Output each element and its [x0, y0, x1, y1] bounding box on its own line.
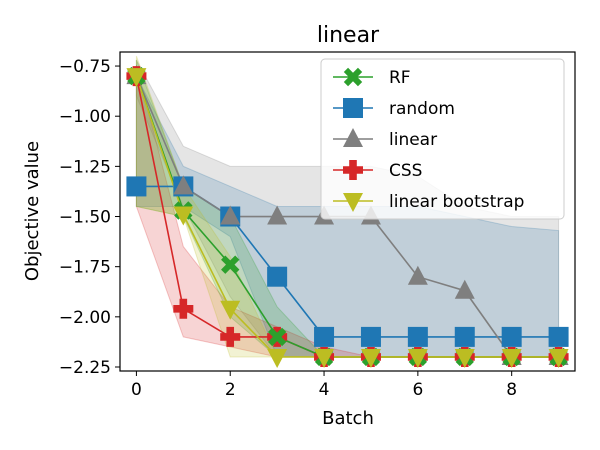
point-random: [454, 326, 475, 347]
point-linear: [173, 175, 194, 195]
legend-label-random: random: [389, 99, 455, 119]
plot-frame: [119, 51, 576, 372]
legend-marker-random: [343, 98, 363, 118]
legend-marker-linear: [343, 128, 363, 147]
point-linear: [407, 265, 428, 285]
x-axis-label: Batch: [322, 408, 374, 429]
y-tick-label: −0.75: [59, 57, 111, 77]
point-linear-bootstrap: [407, 348, 428, 368]
point-random: [407, 326, 428, 347]
point-linear-bootstrap: [360, 348, 381, 368]
legend-marker-rf: [343, 67, 363, 87]
x-tick-label: 4: [319, 380, 330, 400]
y-axis-ticks: −0.75 −1.00 −1.25 −1.50 −1.75 −2.00 −2.25: [59, 57, 120, 378]
x-tick-label: 6: [412, 380, 423, 400]
legend-marker-css: [343, 160, 363, 180]
point-random: [267, 266, 288, 287]
x-tick-label: 0: [131, 380, 142, 400]
y-tick-label: −2.00: [59, 308, 111, 328]
legend-box: [320, 58, 565, 220]
legend-label-linear-bootstrap: linear bootstrap: [389, 192, 524, 212]
y-tick-label: −1.25: [59, 157, 111, 177]
point-random: [501, 326, 522, 347]
y-axis-label: Objective value: [22, 141, 43, 281]
y-tick-label: −1.75: [59, 258, 111, 278]
point-linear-bootstrap: [454, 348, 475, 368]
point-linear-bootstrap: [267, 348, 288, 368]
legend-marker-linear-bootstrap: [343, 193, 363, 212]
legend-label-linear: linear: [389, 130, 437, 150]
point-linear-bootstrap: [126, 68, 147, 88]
point-random: [548, 326, 569, 347]
point-random: [314, 326, 335, 347]
point-linear-bootstrap: [548, 348, 569, 368]
x-tick-label: 2: [225, 380, 236, 400]
legend-label-rf: RF: [389, 68, 411, 88]
point-linear-bootstrap: [220, 300, 241, 320]
point-rf: [221, 255, 240, 274]
chart-title: linear: [317, 23, 380, 48]
y-tick-label: −1.00: [59, 107, 111, 127]
x-tick-label: 8: [506, 380, 517, 400]
point-rf: [267, 327, 287, 347]
point-css: [220, 326, 241, 347]
point-random: [360, 326, 381, 347]
y-tick-label: −2.25: [59, 358, 111, 378]
x-axis-ticks: 0 2 4 6 8: [131, 371, 517, 400]
point-linear-bootstrap: [173, 206, 194, 226]
point-linear: [220, 205, 241, 225]
point-random: [126, 176, 147, 197]
point-linear: [267, 205, 288, 225]
line-linear-bootstrap: [135, 75, 559, 358]
series-markers: [126, 65, 569, 368]
point-css: [173, 298, 194, 319]
y-tick-label: −1.50: [59, 208, 111, 228]
legend-label-css: CSS: [389, 161, 422, 181]
point-linear-bootstrap: [501, 348, 522, 368]
point-linear-bootstrap: [314, 348, 335, 368]
point-linear: [454, 279, 475, 299]
legend: RF random linear CSS linear bootstrap: [320, 58, 565, 220]
